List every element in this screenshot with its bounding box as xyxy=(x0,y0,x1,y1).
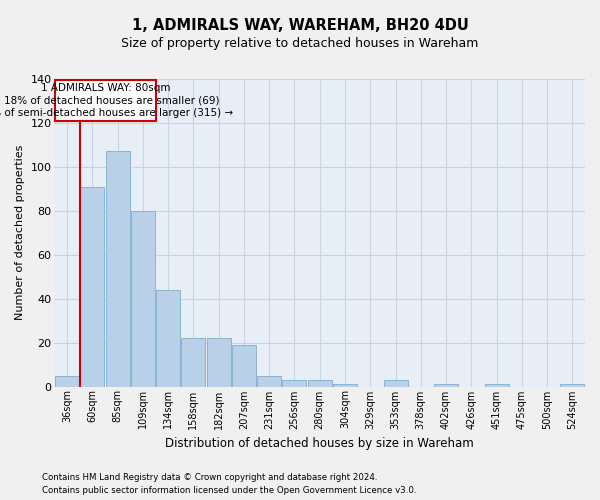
Text: Contains public sector information licensed under the Open Government Licence v3: Contains public sector information licen… xyxy=(42,486,416,495)
Bar xyxy=(131,211,155,386)
Bar xyxy=(181,338,205,386)
Text: ← 18% of detached houses are smaller (69): ← 18% of detached houses are smaller (69… xyxy=(0,96,219,106)
Bar xyxy=(283,380,307,386)
Bar xyxy=(156,290,180,386)
Text: 1, ADMIRALS WAY, WAREHAM, BH20 4DU: 1, ADMIRALS WAY, WAREHAM, BH20 4DU xyxy=(131,18,469,32)
Bar xyxy=(308,380,332,386)
Text: 82% of semi-detached houses are larger (315) →: 82% of semi-detached houses are larger (… xyxy=(0,108,233,118)
Bar xyxy=(55,376,79,386)
Bar xyxy=(206,338,230,386)
X-axis label: Distribution of detached houses by size in Wareham: Distribution of detached houses by size … xyxy=(166,437,474,450)
FancyBboxPatch shape xyxy=(55,80,156,120)
Bar xyxy=(80,186,104,386)
Bar xyxy=(434,384,458,386)
Text: Size of property relative to detached houses in Wareham: Size of property relative to detached ho… xyxy=(121,38,479,51)
Bar xyxy=(383,380,407,386)
Bar xyxy=(333,384,357,386)
Y-axis label: Number of detached properties: Number of detached properties xyxy=(15,145,25,320)
Text: 1 ADMIRALS WAY: 80sqm: 1 ADMIRALS WAY: 80sqm xyxy=(41,84,170,94)
Bar xyxy=(232,345,256,387)
Text: Contains HM Land Registry data © Crown copyright and database right 2024.: Contains HM Land Registry data © Crown c… xyxy=(42,474,377,482)
Bar xyxy=(257,376,281,386)
Bar xyxy=(106,152,130,386)
Bar xyxy=(485,384,509,386)
Bar xyxy=(560,384,584,386)
